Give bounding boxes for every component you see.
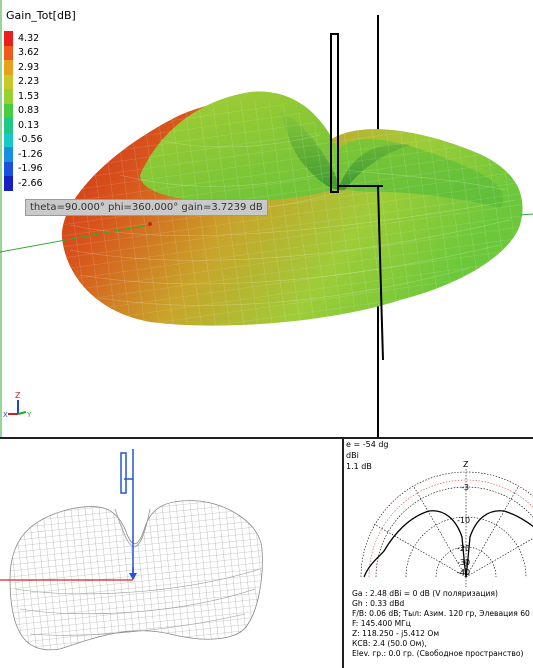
axes-triad-icon: Z X Y [3,391,32,419]
svg-text:-10: -10 [457,516,470,525]
color-scale-title: Gain_Tot[dB] [6,9,76,22]
info-line: e = -54 dg [346,440,389,449]
scale-swatch [4,118,13,133]
scale-entry: -1.26 [4,147,43,162]
scale-value: 2.93 [18,61,40,73]
scale-entry: -2.66 [4,176,43,191]
polar-plot: Z -3 -10 -20 -30 -40 [360,460,533,587]
svg-text:Y: Y [26,411,32,419]
wireframe-pattern [0,449,263,651]
scale-value: 0.13 [18,119,40,131]
scale-entry: -1.96 [4,161,43,176]
info-line: Ga : 2.48 dBi = 0 dB (V поляризация) [352,589,498,598]
scale-swatch [4,74,13,89]
scale-swatch [4,147,13,162]
svg-text:Z: Z [463,460,469,469]
scale-entry: -0.56 [4,132,43,147]
info-line: dBi [346,451,359,460]
scale-value: -1.26 [18,148,43,160]
svg-text:X: X [3,411,8,419]
vertical-splitter[interactable] [342,439,344,668]
scale-value: 0.83 [18,105,40,117]
scale-entry: 2.23 [4,74,43,89]
scale-swatch [4,31,13,46]
info-line: Elev. гр.: 0.0 гр. (Свободное пространст… [352,649,524,658]
svg-text:-30: -30 [457,558,470,567]
color-scale-legend: 4.32 3.62 2.93 2.23 1.53 0.83 0.13 -0.56 -1.26 -1… [4,31,43,191]
svg-text:-20: -20 [457,544,470,553]
info-line: Gh : 0.33 dBd [352,599,405,608]
3d-pattern-view[interactable]: Z X Y Gain_Tot[dB] 4.32 3.62 2.93 2.23 1.53 0… [0,0,533,437]
scale-swatch [4,103,13,118]
scale-entry: 1.53 [4,89,43,104]
scale-swatch [4,60,13,75]
scale-swatch [4,161,13,176]
scale-swatch [4,132,13,147]
scale-value: 4.32 [18,32,40,44]
polar-info: Ga : 2.48 dBi = 0 dB (V поляризация) Gh … [352,589,533,659]
info-line: F: 145.400 МГц [352,619,411,628]
scale-value: 1.53 [18,90,40,102]
svg-text:Z: Z [15,391,21,400]
scale-value: -1.96 [18,163,43,175]
info-line: Z: 118.250 - j5.412 Ом [352,629,440,638]
info-line: 1.1 dB [346,462,372,471]
horizontal-splitter[interactable] [0,437,533,439]
info-line: F/B: 0.06 dB; Тыл: Азим. 120 гр, Элеваци… [352,609,533,618]
scale-value: 2.23 [18,76,40,88]
3d-radiation-pattern: Z X Y [0,0,533,437]
scale-swatch [4,89,13,104]
scale-entry: 2.93 [4,60,43,75]
info-line: КСВ: 2.4 (50.0 Ом), [352,639,427,648]
scale-entry: 3.62 [4,45,43,60]
scale-swatch [4,176,13,191]
scale-swatch [4,45,13,60]
svg-text:-40: -40 [457,568,470,577]
polar-plot-panel: e = -54 dg dBi 1.1 dB Z -3 -10 -20 -30 -… [344,439,533,668]
scale-value: 3.62 [18,47,40,59]
scale-entry: 0.83 [4,103,43,118]
svg-text:-3: -3 [461,483,469,492]
scale-entry: 4.32 [4,31,43,46]
probe-readout: theta=90.000° phi=360.000° gain=3.7239 d… [25,199,268,216]
scale-value: -0.56 [18,134,43,146]
polar-curve [363,510,533,578]
scale-entry: 0.13 [4,118,43,133]
wireframe-pattern-view[interactable] [0,439,342,668]
scale-value: -2.66 [18,177,43,189]
